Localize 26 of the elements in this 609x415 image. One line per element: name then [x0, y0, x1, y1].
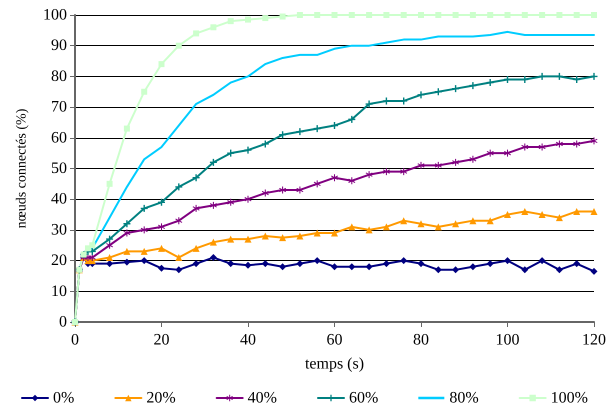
legend-label: 100%: [550, 390, 588, 406]
y-tick-label: 0: [59, 314, 67, 330]
x-tick-label: 0: [71, 332, 79, 348]
x-axis-title: temps (s): [304, 356, 364, 372]
x-tick-label: 80: [413, 332, 429, 348]
y-tick-label: 80: [51, 68, 67, 85]
y-axis-title: nœuds connectés (%): [14, 108, 30, 228]
legend-label: 80%: [449, 390, 479, 406]
y-tick-label: 60: [51, 129, 67, 146]
y-tick-label: 10: [51, 282, 67, 300]
x-tick-label: 60: [326, 332, 342, 348]
legend-label: 60%: [349, 390, 378, 406]
y-tick-label: 20: [51, 252, 67, 270]
x-tick-label: 100: [496, 332, 520, 348]
y-tick-label: 90: [51, 37, 67, 54]
legend-label: 20%: [146, 390, 176, 406]
legend-label: 40%: [248, 390, 277, 406]
y-tick-label: 70: [51, 98, 67, 116]
x-tick-label: 20: [154, 332, 170, 348]
legend-label: 0%: [53, 390, 74, 406]
y-tick-label: 50: [51, 160, 67, 177]
x-tick-label: 120: [582, 332, 606, 348]
y-tick-label: 30: [51, 221, 67, 238]
y-tick-label: 40: [51, 190, 67, 208]
x-tick-label: 40: [240, 332, 256, 348]
y-tick-label: 100: [43, 6, 67, 24]
